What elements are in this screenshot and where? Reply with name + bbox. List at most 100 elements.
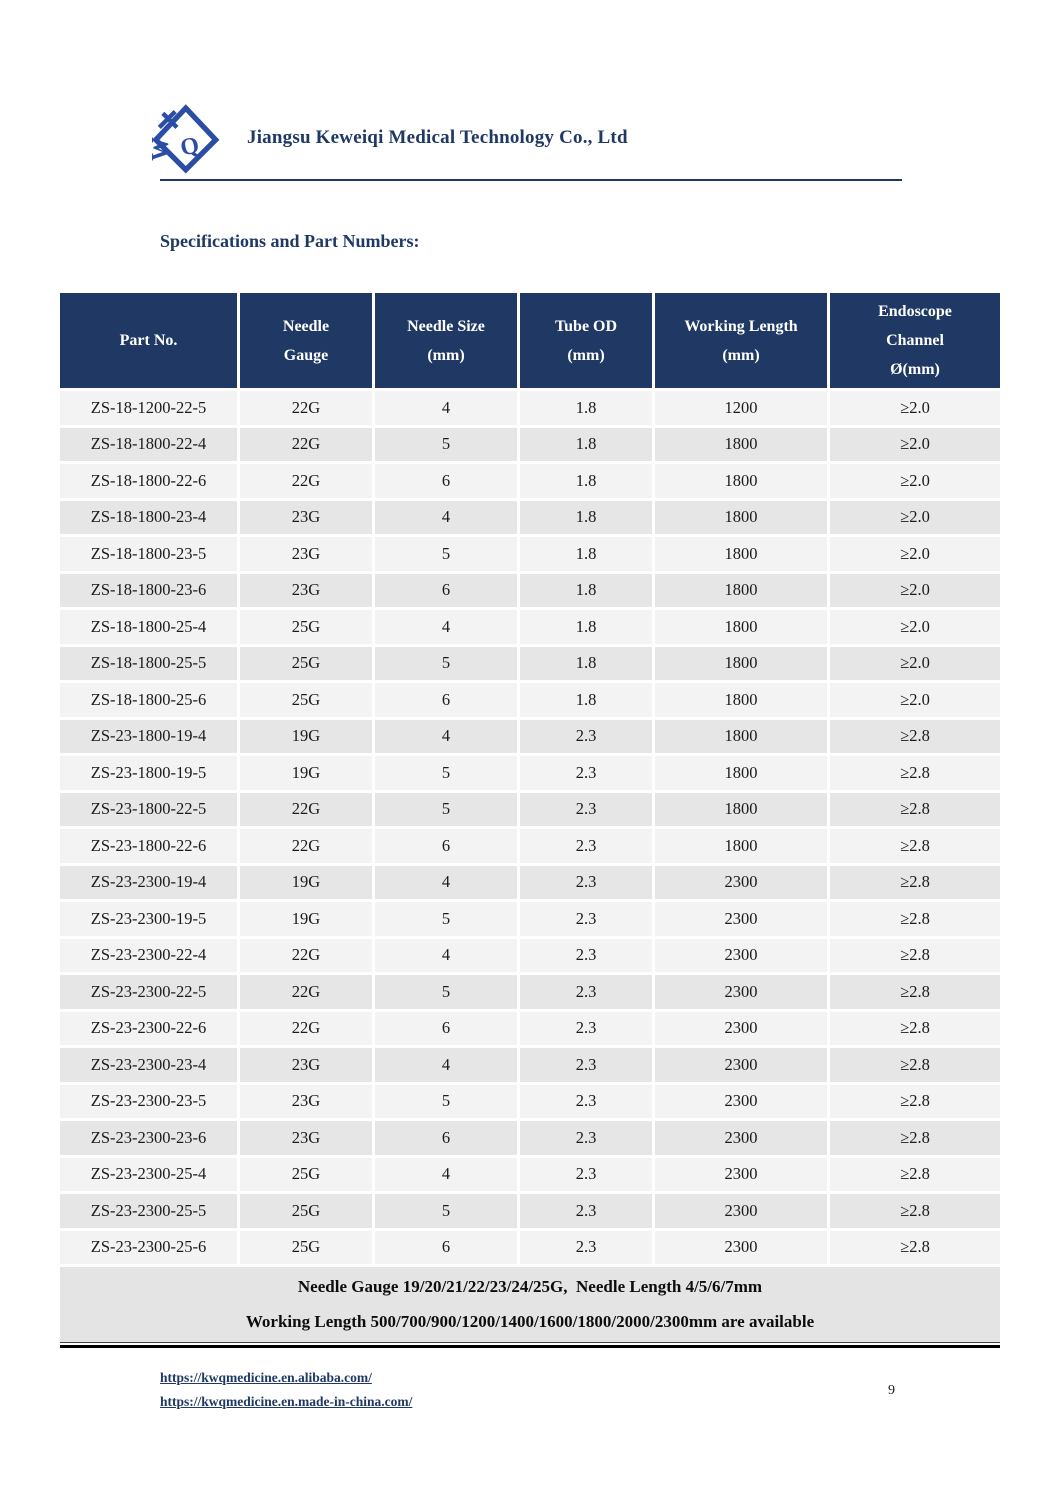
column-header-1: Needle Gauge <box>240 293 372 388</box>
cell-gauge: 19G <box>240 865 372 899</box>
cell-gauge: 19G <box>240 719 372 753</box>
link-made-in-china[interactable]: https://kwqmedicine.en.made-in-china.com… <box>160 1393 413 1409</box>
cell-channel: ≥2.8 <box>830 1230 1000 1264</box>
cell-length: 1800 <box>655 427 827 461</box>
cell-size: 5 <box>375 1194 517 1228</box>
table-row: ZS-18-1800-25-6 25G 6 1.8 1800 ≥2.0 <box>60 683 1000 717</box>
column-header-0: Part No. <box>60 293 237 388</box>
cell-channel: ≥2.8 <box>830 1048 1000 1082</box>
cell-gauge: 23G <box>240 1084 372 1118</box>
svg-text:W: W <box>148 137 174 161</box>
cell-gauge: 25G <box>240 646 372 680</box>
cell-size: 5 <box>375 975 517 1009</box>
cell-channel: ≥2.8 <box>830 975 1000 1009</box>
cell-part: ZS-23-2300-23-4 <box>60 1048 237 1082</box>
cell-part: ZS-23-2300-23-6 <box>60 1121 237 1155</box>
cell-part: ZS-18-1800-25-6 <box>60 683 237 717</box>
cell-part: ZS-18-1800-23-5 <box>60 537 237 571</box>
cell-length: 1800 <box>655 829 827 863</box>
cell-size: 4 <box>375 865 517 899</box>
cell-length: 2300 <box>655 1230 827 1264</box>
brand-header: W Q Jiangsu Keweiqi Medical Technology C… <box>147 100 628 176</box>
cell-size: 6 <box>375 829 517 863</box>
cell-channel: ≥2.0 <box>830 427 1000 461</box>
cell-od: 2.3 <box>520 1011 652 1045</box>
cell-gauge: 19G <box>240 902 372 936</box>
cell-size: 5 <box>375 1084 517 1118</box>
table-row: ZS-23-2300-23-6 23G 6 2.3 2300 ≥2.8 <box>60 1121 1000 1155</box>
table-row: ZS-23-2300-22-4 22G 4 2.3 2300 ≥2.8 <box>60 938 1000 972</box>
table-row: ZS-23-2300-23-4 23G 4 2.3 2300 ≥2.8 <box>60 1048 1000 1082</box>
cell-part: ZS-18-1800-22-4 <box>60 427 237 461</box>
cell-od: 2.3 <box>520 1157 652 1191</box>
cell-od: 2.3 <box>520 1084 652 1118</box>
cell-part: ZS-23-2300-25-6 <box>60 1230 237 1264</box>
cell-length: 1200 <box>655 391 827 425</box>
table-row: ZS-23-2300-25-5 25G 5 2.3 2300 ≥2.8 <box>60 1194 1000 1228</box>
cell-gauge: 19G <box>240 756 372 790</box>
table-header-row: Part No. Needle Gauge Needle Size (mm) Tube… <box>60 293 1000 388</box>
cell-od: 2.3 <box>520 865 652 899</box>
cell-channel: ≥2.8 <box>830 756 1000 790</box>
cell-channel: ≥2.8 <box>830 719 1000 753</box>
spec-table: Part No. Needle Gauge Needle Size (mm) Tube… <box>60 293 1000 1348</box>
table-row: ZS-18-1800-22-6 22G 6 1.8 1800 ≥2.0 <box>60 464 1000 498</box>
table-row: ZS-23-1800-22-6 22G 6 2.3 1800 ≥2.8 <box>60 829 1000 863</box>
table-row: ZS-18-1800-22-4 22G 5 1.8 1800 ≥2.0 <box>60 427 1000 461</box>
cell-gauge: 22G <box>240 938 372 972</box>
table-row: ZS-18-1200-22-5 22G 4 1.8 1200 ≥2.0 <box>60 391 1000 425</box>
cell-od: 2.3 <box>520 756 652 790</box>
cell-part: ZS-18-1800-25-4 <box>60 610 237 644</box>
cell-size: 6 <box>375 573 517 607</box>
cell-channel: ≥2.0 <box>830 573 1000 607</box>
cell-length: 1800 <box>655 464 827 498</box>
cell-part: ZS-18-1800-23-6 <box>60 573 237 607</box>
cell-size: 6 <box>375 1011 517 1045</box>
cell-channel: ≥2.0 <box>830 646 1000 680</box>
cell-gauge: 22G <box>240 792 372 826</box>
table-row: ZS-23-2300-22-5 22G 5 2.3 2300 ≥2.8 <box>60 975 1000 1009</box>
cell-channel: ≥2.8 <box>830 938 1000 972</box>
cell-length: 2300 <box>655 902 827 936</box>
table-row: ZS-23-2300-19-5 19G 5 2.3 2300 ≥2.8 <box>60 902 1000 936</box>
table-row: ZS-23-2300-22-6 22G 6 2.3 2300 ≥2.8 <box>60 1011 1000 1045</box>
cell-part: ZS-18-1800-23-4 <box>60 500 237 534</box>
cell-od: 1.8 <box>520 391 652 425</box>
cell-od: 1.8 <box>520 464 652 498</box>
cell-od: 1.8 <box>520 683 652 717</box>
cell-channel: ≥2.8 <box>830 1194 1000 1228</box>
table-row: ZS-23-2300-25-6 25G 6 2.3 2300 ≥2.8 <box>60 1230 1000 1264</box>
table-row: ZS-18-1800-25-4 25G 4 1.8 1800 ≥2.0 <box>60 610 1000 644</box>
cell-channel: ≥2.0 <box>830 500 1000 534</box>
link-alibaba[interactable]: https://kwqmedicine.en.alibaba.com/ <box>160 1370 372 1385</box>
cell-od: 1.8 <box>520 646 652 680</box>
table-row: ZS-23-1800-22-5 22G 5 2.3 1800 ≥2.8 <box>60 792 1000 826</box>
cell-gauge: 22G <box>240 427 372 461</box>
column-header-2: Needle Size (mm) <box>375 293 517 388</box>
cell-size: 6 <box>375 1121 517 1155</box>
cell-size: 6 <box>375 464 517 498</box>
cell-part: ZS-18-1800-22-6 <box>60 464 237 498</box>
cell-gauge: 25G <box>240 1230 372 1264</box>
cell-length: 1800 <box>655 646 827 680</box>
cell-od: 2.3 <box>520 1048 652 1082</box>
table-body: ZS-18-1200-22-5 22G 4 1.8 1200 ≥2.0 ZS-18-1800… <box>60 391 1000 1264</box>
cell-part: ZS-23-2300-22-5 <box>60 975 237 1009</box>
cell-length: 1800 <box>655 537 827 571</box>
cell-od: 1.8 <box>520 610 652 644</box>
cell-size: 4 <box>375 1157 517 1191</box>
cell-od: 2.3 <box>520 792 652 826</box>
cell-length: 2300 <box>655 865 827 899</box>
cell-size: 5 <box>375 537 517 571</box>
cell-part: ZS-18-1800-25-5 <box>60 646 237 680</box>
cell-part: ZS-23-1800-22-6 <box>60 829 237 863</box>
cell-length: 1800 <box>655 683 827 717</box>
cell-part: ZS-23-1800-22-5 <box>60 792 237 826</box>
cell-size: 4 <box>375 719 517 753</box>
cell-od: 2.3 <box>520 902 652 936</box>
cell-od: 2.3 <box>520 829 652 863</box>
cell-length: 1800 <box>655 719 827 753</box>
table-row: ZS-18-1800-23-5 23G 5 1.8 1800 ≥2.0 <box>60 537 1000 571</box>
cell-gauge: 25G <box>240 683 372 717</box>
cell-gauge: 23G <box>240 1048 372 1082</box>
